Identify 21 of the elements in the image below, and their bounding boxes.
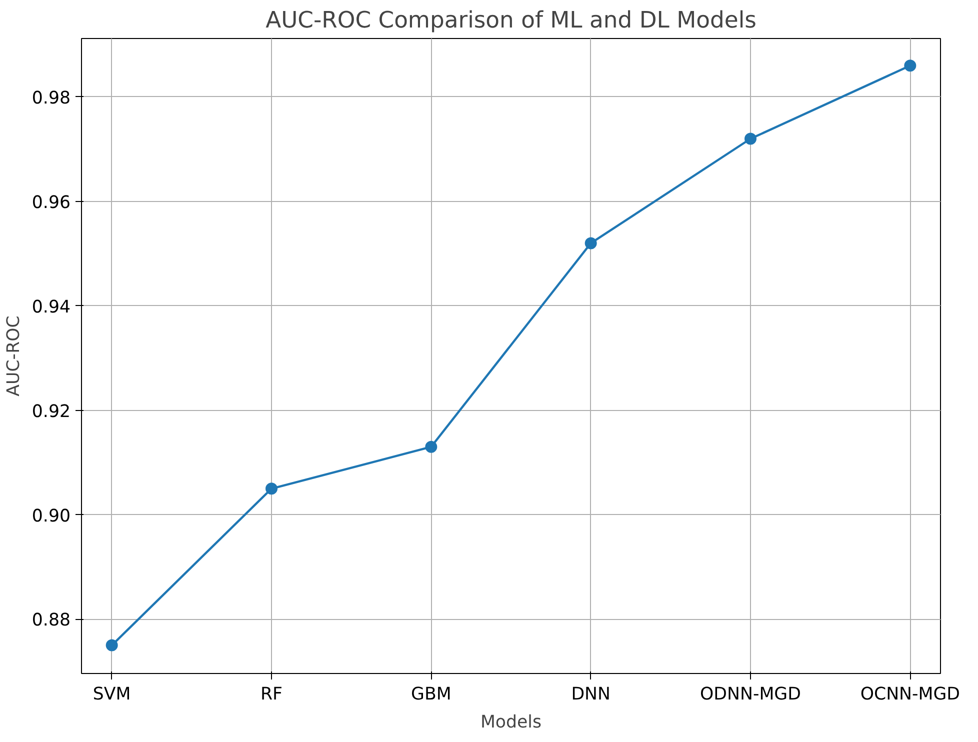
y-tick-label: 0.90	[32, 506, 71, 526]
x-tick-label: DNN	[571, 684, 610, 704]
y-tick-label: 0.98	[32, 88, 71, 108]
y-tick-label: 0.96	[32, 192, 71, 213]
point	[266, 482, 278, 495]
x-tick-label: OCNN-MGD	[860, 684, 960, 704]
point	[904, 60, 916, 72]
x-tick-label: RF	[260, 684, 283, 704]
point	[584, 237, 597, 250]
point	[425, 440, 438, 453]
chart-title: AUC-ROC Comparison of ML and DL Models	[266, 8, 756, 34]
x-tick-label: GBM	[411, 684, 452, 704]
y-axis-title: AUC-ROC	[4, 316, 24, 396]
y-tick-label: 0.94	[32, 297, 71, 318]
point	[744, 132, 756, 145]
x-tick-label: SVM	[92, 684, 131, 704]
point	[106, 639, 118, 652]
x-axis-title: Models	[480, 712, 542, 732]
y-tick-label: 0.92	[32, 402, 71, 422]
y-tick-label: 0.88	[32, 610, 71, 631]
x-tick-label: ODNN-MGD	[700, 684, 801, 704]
